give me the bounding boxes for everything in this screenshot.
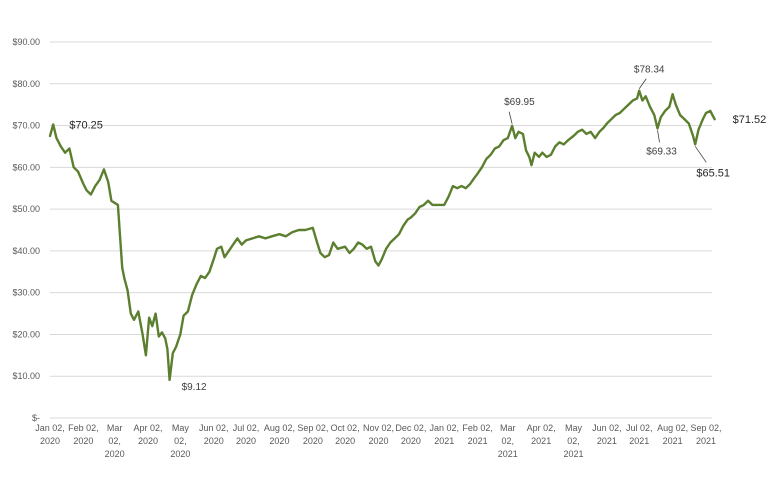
x-tick-label: Jul 02, 2021 — [626, 423, 653, 446]
data-label: $65.51 — [696, 167, 730, 179]
x-tick-label: Jun 02, 2021 — [592, 423, 622, 446]
data-label: $71.52 — [733, 114, 767, 126]
y-tick-label: $20.00 — [12, 329, 40, 339]
x-tick-label: Feb 02, 2020 — [68, 423, 99, 446]
x-tick-label: Dec 02, 2020 — [395, 423, 426, 446]
y-tick-label: $- — [32, 413, 40, 423]
x-tick-label: Oct 02, 2020 — [331, 423, 360, 446]
x-tick-label: Sep 02, 2020 — [297, 423, 328, 446]
x-tick-label: Sep 02, 2021 — [690, 423, 721, 446]
x-tick-label: Apr 02, 2020 — [134, 423, 163, 446]
y-tick-label: $60.00 — [12, 162, 40, 172]
y-tick-label: $50.00 — [12, 204, 40, 214]
y-tick-label: $80.00 — [12, 79, 40, 89]
x-tick-label: Feb 02, 2021 — [462, 423, 493, 446]
data-label: $69.33 — [646, 146, 677, 157]
y-axis-ticks: $- $10.00 $20.00 $30.00 $40.00 $50.00 $60.00 $7… — [12, 37, 40, 423]
gridlines — [50, 41, 712, 419]
x-tick-label: Apr 02, 2021 — [527, 423, 556, 446]
x-tick-label: Mar 02, 2020 — [105, 423, 125, 459]
x-tick-label: Jul 02, 2020 — [233, 423, 260, 446]
price-series-line — [48, 89, 716, 382]
data-label: $9.12 — [182, 382, 207, 393]
data-label: $78.34 — [634, 65, 665, 76]
annotation-leader — [657, 130, 660, 143]
x-tick-label: Aug 02, 2020 — [264, 423, 295, 446]
annotation-leader — [508, 111, 513, 124]
y-tick-label: $70.00 — [12, 121, 40, 131]
data-label: $69.95 — [504, 97, 535, 108]
annotation-leader — [694, 146, 707, 163]
x-tick-label: Jan 02, 2020 — [35, 423, 65, 446]
annotation-leader — [638, 78, 647, 89]
x-tick-label: Mar 02, 2021 — [498, 423, 518, 459]
x-tick-label: Jan 02, 2021 — [429, 423, 459, 446]
y-tick-label: $30.00 — [12, 288, 40, 298]
data-annotations: $70.25 $9.12 $69.95 $78.34 $69.33 $65.51 $71.5… — [69, 65, 766, 393]
x-tick-label: Nov 02, 2020 — [363, 423, 394, 446]
x-tick-label: Jun 02, 2020 — [199, 423, 229, 446]
x-tick-label: Aug 02, 2021 — [657, 423, 688, 446]
data-label: $70.25 — [69, 120, 103, 132]
x-tick-label: May 02, 2021 — [563, 423, 583, 459]
y-tick-label: $90.00 — [12, 37, 40, 47]
x-tick-label: May 02, 2020 — [170, 423, 190, 459]
y-tick-label: $10.00 — [12, 371, 40, 381]
y-tick-label: $40.00 — [12, 246, 40, 256]
